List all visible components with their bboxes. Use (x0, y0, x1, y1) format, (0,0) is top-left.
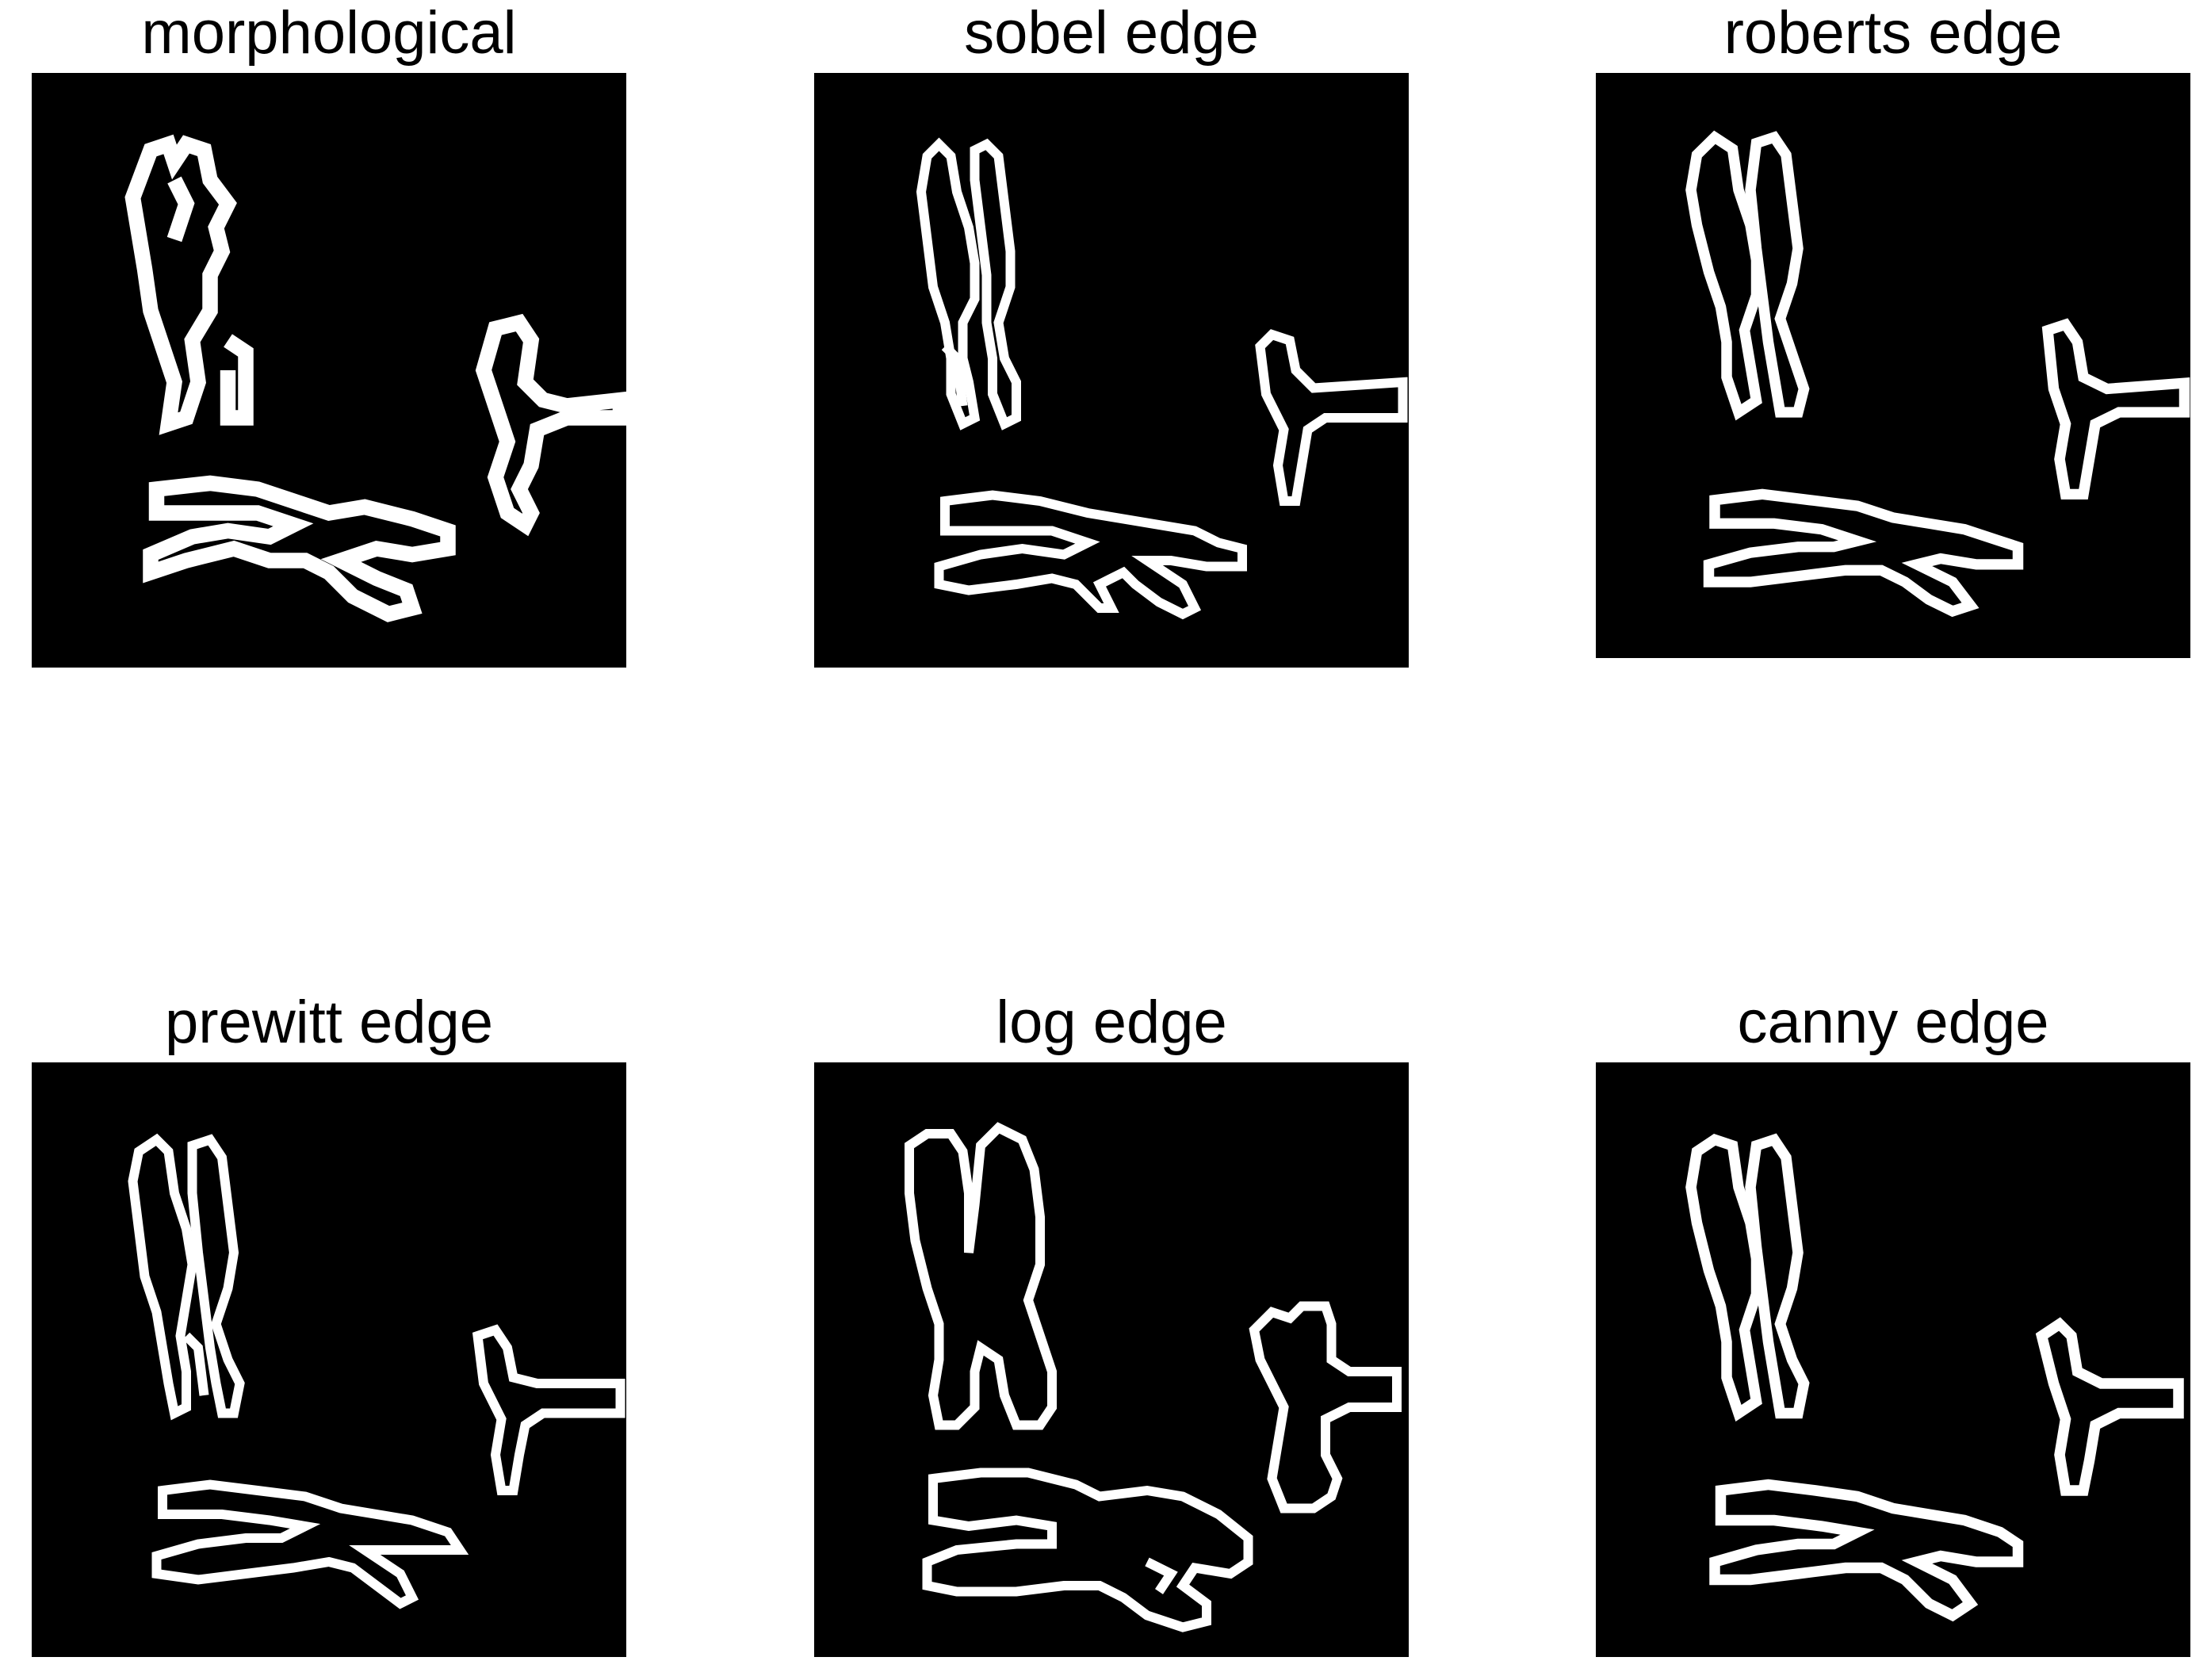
panel-title: log edge (996, 989, 1227, 1056)
panel-sobel-edge: sobel edge (814, 3, 1409, 668)
edge-image (32, 73, 626, 668)
edge-image (1596, 73, 2190, 658)
panel-title: roberts edge (1723, 0, 2063, 67)
panel-title: morphological (141, 0, 517, 67)
panel-log-edge: log edge (814, 993, 1409, 1657)
panel-morphological: morphological (32, 3, 626, 668)
panel-title: sobel edge (964, 0, 1259, 67)
edge-image (814, 1062, 1409, 1657)
panel-title: canny edge (1737, 989, 2049, 1056)
panel-canny-edge: canny edge (1596, 993, 2190, 1657)
edge-image (814, 73, 1409, 668)
panel-prewitt-edge: prewitt edge (32, 993, 626, 1657)
panel-roberts-edge: roberts edge (1596, 3, 2190, 658)
edge-image (32, 1062, 626, 1657)
panel-title: prewitt edge (164, 989, 494, 1056)
edge-image (1596, 1062, 2190, 1657)
